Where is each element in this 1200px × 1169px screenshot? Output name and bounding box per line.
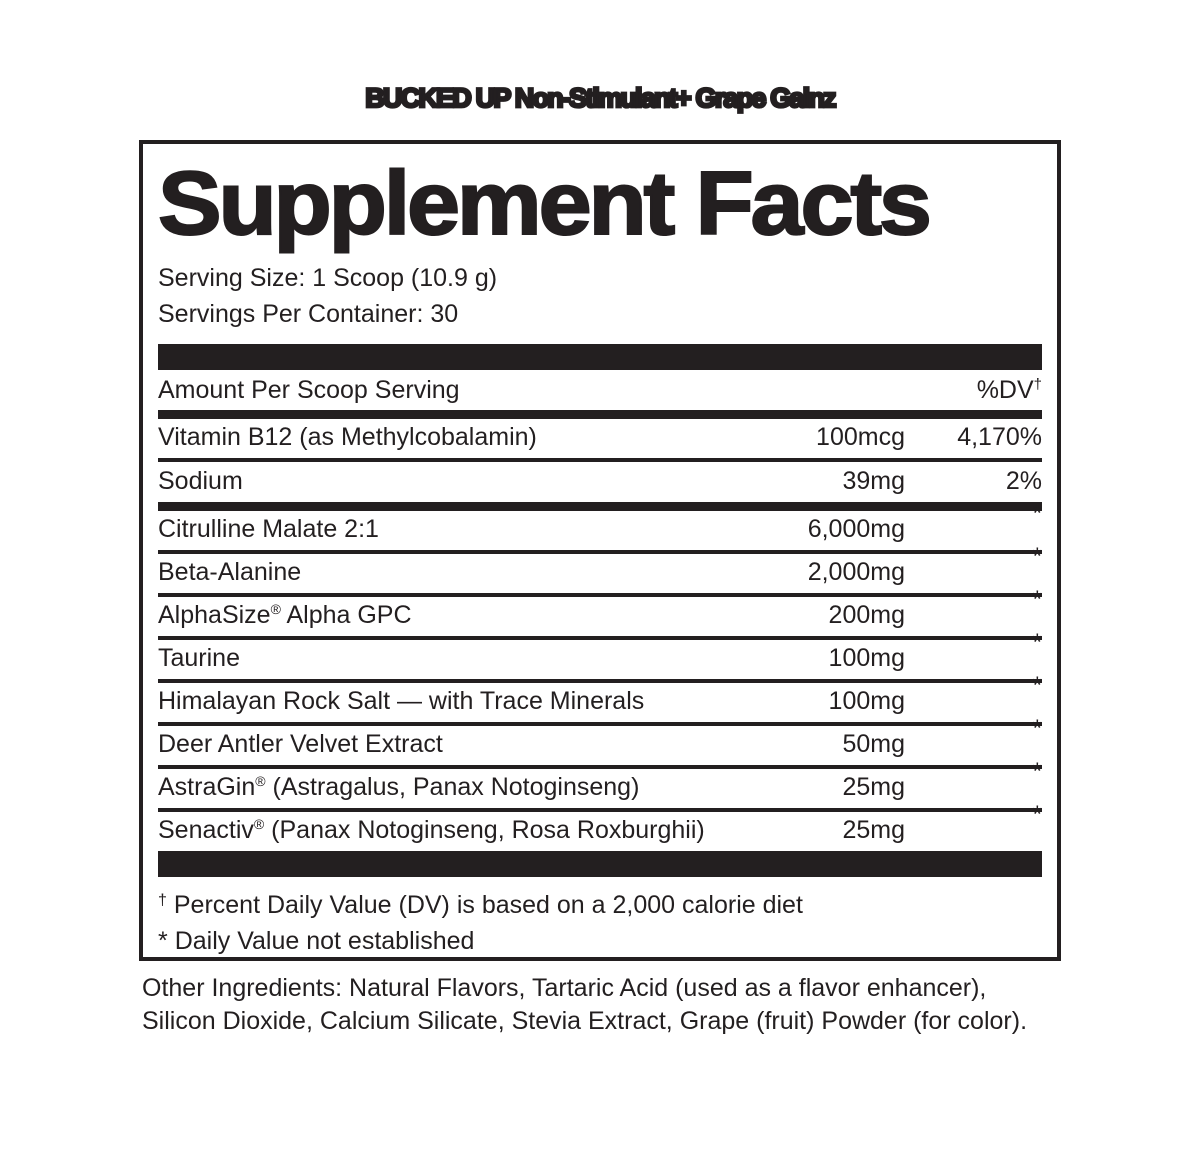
table-row-senactiv: Senactiv® (Panax Notoginseng, Rosa Roxbu… xyxy=(158,801,1042,851)
table-row-alphasize-alpha-gpc: AlphaSize® Alpha GPC 200mg * xyxy=(158,586,1042,640)
ingredient-amount: 39mg xyxy=(842,467,905,495)
ingredient-amount: 25mg xyxy=(842,773,905,801)
ingredient-dv: * xyxy=(1032,801,1042,828)
ingredient-name: Deer Antler Velvet Extract xyxy=(158,730,443,758)
ingredient-dv: * xyxy=(1032,629,1042,656)
ingredient-name: Citrulline Malate 2:1 xyxy=(158,515,379,543)
ingredient-name: Vitamin B12 (as Methylcobalamin) xyxy=(158,423,537,451)
footnote-not-established: * Daily Value not established xyxy=(158,927,475,955)
footnotes: † Percent Daily Value (DV) is based on a… xyxy=(158,877,1042,957)
ingredient-name: Himalayan Rock Salt — with Trace Mineral… xyxy=(158,687,645,715)
divider-bar-middle xyxy=(158,502,1042,511)
table-row-deer-antler-velvet: Deer Antler Velvet Extract 50mg * xyxy=(158,715,1042,769)
ingredient-amount: 25mg xyxy=(842,816,905,844)
registered-mark: ® xyxy=(253,816,265,832)
other-ingredients-line2: Silicon Dioxide, Calcium Silicate, Stevi… xyxy=(142,1007,1028,1035)
table-row-vitamin-b12: Vitamin B12 (as Methylcobalamin) 100mcg … xyxy=(158,419,1042,462)
table-row-beta-alanine: Beta-Alanine 2,000mg * xyxy=(158,543,1042,597)
ingredient-amount: 2,000mg xyxy=(807,558,905,586)
table-row-sodium: Sodium 39mg 2% xyxy=(158,462,1042,502)
table-row-himalayan-rock-salt: Himalayan Rock Salt — with Trace Mineral… xyxy=(158,672,1042,726)
table-row-citrulline-malate: Citrulline Malate 2:1 6,000mg * xyxy=(158,500,1042,554)
dagger-symbol: † xyxy=(158,892,167,909)
dagger-symbol: † xyxy=(1033,376,1042,393)
divider-bar-bottom xyxy=(158,851,1042,877)
other-ingredients-line1: Other Ingredients: Natural Flavors, Tart… xyxy=(142,974,987,1002)
dv-column-header: %DV† xyxy=(976,376,1042,404)
footnote-dv: † Percent Daily Value (DV) is based on a… xyxy=(158,891,803,919)
servings-per-container: Servings Per Container: 30 xyxy=(158,300,459,328)
serving-size: Serving Size: 1 Scoop (10.9 g) xyxy=(158,264,498,292)
ingredient-dv: * xyxy=(1032,758,1042,785)
ingredient-name: Taurine xyxy=(158,644,240,672)
ingredient-name: Beta-Alanine xyxy=(158,558,302,586)
amount-column-header: Amount Per Scoop Serving xyxy=(158,376,460,404)
divider-bar-header xyxy=(158,410,1042,419)
panel-title: Supplement Facts xyxy=(157,153,933,255)
ingredient-dv: * xyxy=(1032,672,1042,699)
table-row-astragin: AstraGin® (Astragalus, Panax Notoginseng… xyxy=(158,758,1042,812)
other-ingredients: Other Ingredients: Natural Flavors, Tart… xyxy=(142,972,1087,1038)
ingredient-amount: 100mg xyxy=(828,687,905,715)
product-title: BUCKED UP Non-Stimulant+ Grape Gainz xyxy=(364,82,838,115)
ingredient-amount: 6,000mg xyxy=(807,515,905,543)
ingredient-name: AlphaSize® Alpha GPC xyxy=(158,601,412,629)
ingredient-name: Senactiv® (Panax Notoginseng, Rosa Roxbu… xyxy=(158,816,705,844)
ingredient-amount: 50mg xyxy=(842,730,905,758)
ingredient-name: Sodium xyxy=(158,467,243,495)
column-header-row: Amount Per Scoop Serving %DV† xyxy=(158,370,1042,410)
ingredient-dv: * xyxy=(1032,586,1042,613)
table-row-taurine: Taurine 100mg * xyxy=(158,629,1042,683)
ingredient-dv: 2% xyxy=(1005,467,1042,495)
registered-mark: ® xyxy=(255,773,266,789)
ingredient-dv: * xyxy=(1032,500,1042,527)
asterisk-symbol: * xyxy=(158,927,168,955)
panel-title-wrap: Supplement Facts xyxy=(157,153,1042,255)
supplement-facts-panel: Supplement Facts Serving Size: 1 Scoop (… xyxy=(139,140,1061,961)
divider-bar-top xyxy=(158,344,1042,370)
ingredient-dv: 4,170% xyxy=(957,423,1042,451)
ingredient-amount: 100mcg xyxy=(816,423,905,451)
ingredient-dv: * xyxy=(1032,543,1042,570)
ingredient-dv: * xyxy=(1032,715,1042,742)
ingredient-amount: 200mg xyxy=(828,601,905,629)
serving-info: Serving Size: 1 Scoop (10.9 g) Servings … xyxy=(158,260,1042,332)
ingredient-amount: 100mg xyxy=(828,644,905,672)
registered-mark: ® xyxy=(270,601,281,617)
ingredient-name: AstraGin® (Astragalus, Panax Notoginseng… xyxy=(158,773,640,801)
